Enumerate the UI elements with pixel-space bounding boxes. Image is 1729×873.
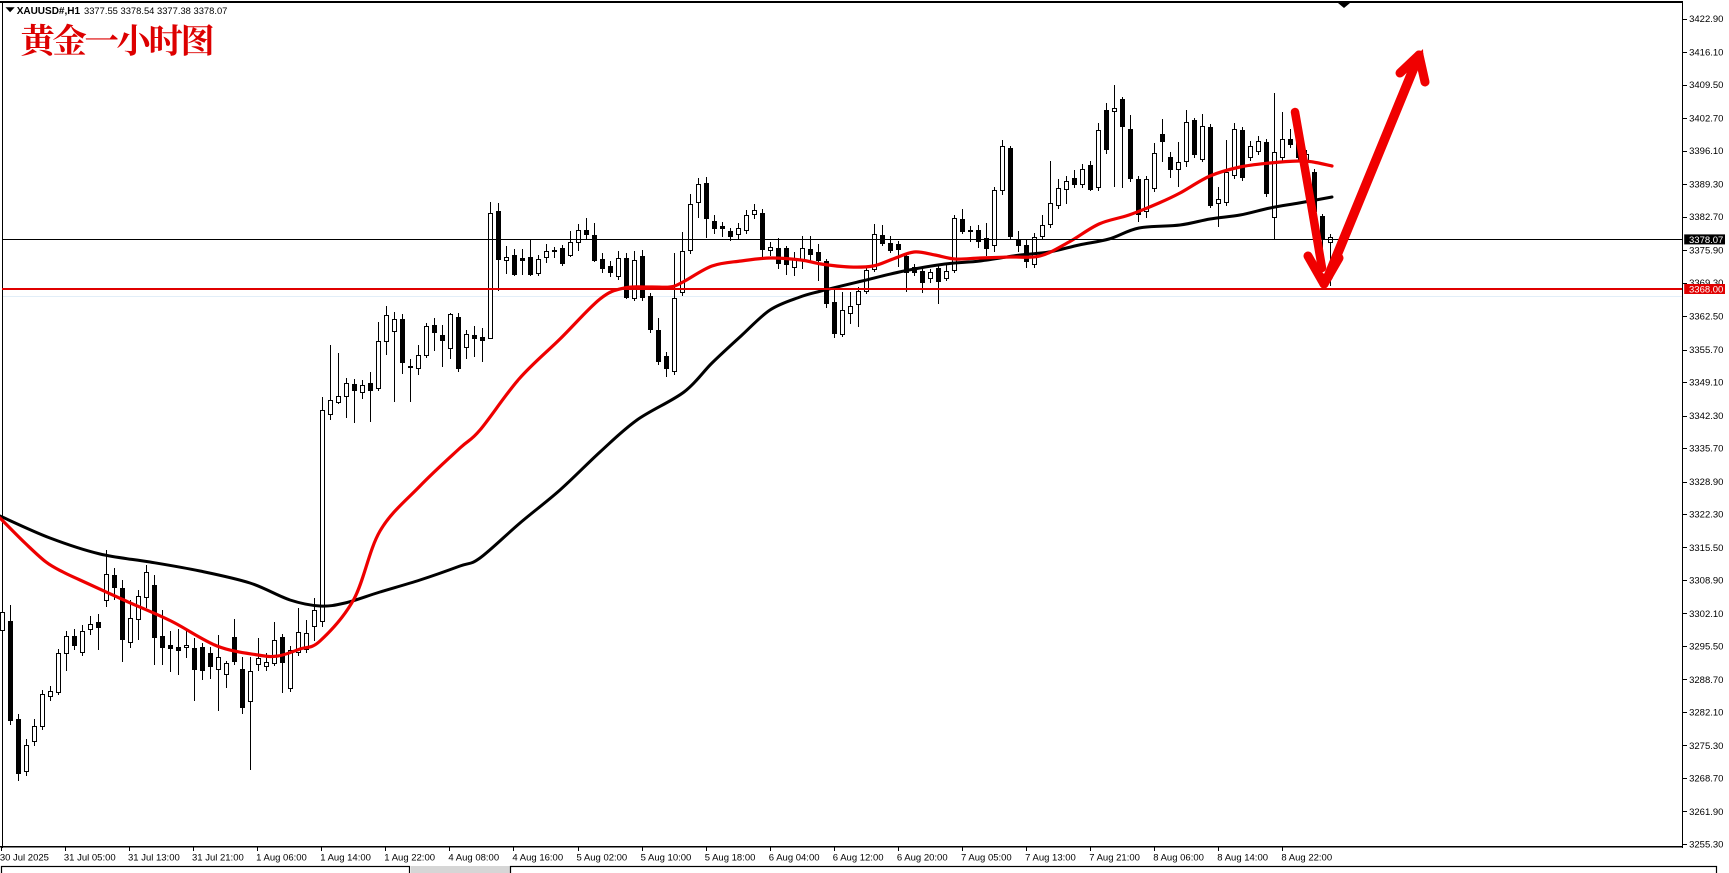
svg-text:7 Aug 05:00: 7 Aug 05:00 [961, 852, 1012, 863]
svg-text:3382.70: 3382.70 [1689, 212, 1723, 223]
svg-text:3342.30: 3342.30 [1689, 411, 1723, 422]
svg-text:6 Aug 20:00: 6 Aug 20:00 [897, 852, 948, 863]
svg-text:3375.90: 3375.90 [1689, 246, 1723, 257]
svg-text:3349.10: 3349.10 [1689, 377, 1723, 388]
svg-text:31 Jul 13:00: 31 Jul 13:00 [128, 852, 180, 863]
svg-text:3275.30: 3275.30 [1689, 741, 1723, 752]
svg-text:1 Aug 14:00: 1 Aug 14:00 [320, 852, 371, 863]
svg-text:8 Aug 22:00: 8 Aug 22:00 [1281, 852, 1332, 863]
svg-text:3302.10: 3302.10 [1689, 609, 1723, 620]
svg-text:6 Aug 12:00: 6 Aug 12:00 [833, 852, 884, 863]
svg-text:8 Aug 14:00: 8 Aug 14:00 [1217, 852, 1268, 863]
svg-text:3378.07: 3378.07 [1689, 235, 1723, 246]
svg-text:3396.10: 3396.10 [1689, 146, 1723, 157]
svg-text:8 Aug 06:00: 8 Aug 06:00 [1153, 852, 1204, 863]
svg-text:30 Jul 2025: 30 Jul 2025 [0, 852, 49, 863]
svg-text:3368.00: 3368.00 [1689, 284, 1723, 295]
svg-text:3369.30: 3369.30 [1689, 278, 1723, 289]
svg-text:5 Aug 18:00: 5 Aug 18:00 [705, 852, 756, 863]
svg-text:3389.30: 3389.30 [1689, 180, 1723, 191]
svg-text:3422.90: 3422.90 [1689, 14, 1723, 25]
svg-text:31 Jul 05:00: 31 Jul 05:00 [64, 852, 116, 863]
svg-text:3261.90: 3261.90 [1689, 807, 1723, 818]
svg-text:3322.30: 3322.30 [1689, 509, 1723, 520]
svg-text:XAUUSD#,H1: XAUUSD#,H1 [17, 6, 81, 17]
svg-text:3315.50: 3315.50 [1689, 543, 1723, 554]
svg-text:6 Aug 04:00: 6 Aug 04:00 [769, 852, 820, 863]
svg-text:3377.55 3378.54 3377.38 3378.0: 3377.55 3378.54 3377.38 3378.07 [84, 5, 227, 16]
svg-text:3308.90: 3308.90 [1689, 575, 1723, 586]
svg-text:1 Aug 06:00: 1 Aug 06:00 [256, 852, 307, 863]
svg-text:3288.70: 3288.70 [1689, 675, 1723, 686]
svg-text:1 Aug 22:00: 1 Aug 22:00 [384, 852, 435, 863]
svg-text:3255.30: 3255.30 [1689, 839, 1723, 850]
svg-text:3409.50: 3409.50 [1689, 80, 1723, 91]
svg-text:3335.70: 3335.70 [1689, 443, 1723, 454]
svg-text:3362.50: 3362.50 [1689, 311, 1723, 322]
svg-text:3295.50: 3295.50 [1689, 641, 1723, 652]
svg-text:31 Jul 21:00: 31 Jul 21:00 [192, 852, 244, 863]
svg-text:4 Aug 16:00: 4 Aug 16:00 [512, 852, 563, 863]
svg-text:5 Aug 10:00: 5 Aug 10:00 [641, 852, 692, 863]
svg-text:3328.90: 3328.90 [1689, 477, 1723, 488]
svg-text:3268.70: 3268.70 [1689, 773, 1723, 784]
svg-text:3416.10: 3416.10 [1689, 48, 1723, 59]
svg-text:7 Aug 13:00: 7 Aug 13:00 [1025, 852, 1076, 863]
svg-text:4 Aug 08:00: 4 Aug 08:00 [448, 852, 499, 863]
svg-text:5 Aug 02:00: 5 Aug 02:00 [577, 852, 628, 863]
svg-text:3402.70: 3402.70 [1689, 114, 1723, 125]
svg-text:3355.70: 3355.70 [1689, 345, 1723, 356]
svg-text:3282.10: 3282.10 [1689, 707, 1723, 718]
svg-text:7 Aug 21:00: 7 Aug 21:00 [1089, 852, 1140, 863]
